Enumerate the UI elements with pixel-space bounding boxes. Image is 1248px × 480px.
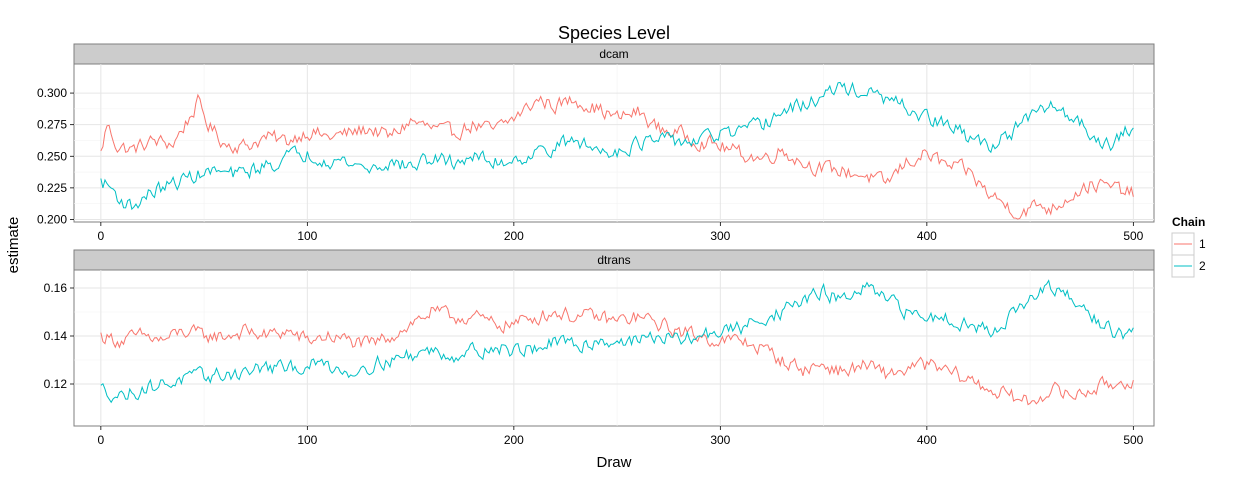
legend: Chain 12 — [1171, 215, 1206, 278]
x-tick-label: 300 — [710, 229, 730, 243]
series-line-chain-2-dtrans — [100, 279, 1134, 404]
y-axis-dcam: 0.200 0.225 0.250 0.275 0.300 — [37, 86, 74, 226]
y-axis-title: estimate — [5, 217, 22, 274]
x-tick-label: 200 — [504, 433, 524, 447]
x-tick-label: 400 — [917, 229, 937, 243]
x-tick-label: 500 — [1123, 229, 1143, 243]
y-tick-label: 0.12 — [44, 377, 68, 391]
x-tick-label: 200 — [504, 229, 524, 243]
series-line-chain-1-dtrans — [100, 304, 1134, 406]
legend-title: Chain — [1172, 215, 1205, 229]
x-tick-label: 500 — [1123, 433, 1143, 447]
y-axis-dtrans: 0.12 0.14 0.16 — [44, 281, 74, 391]
chart-title: Species Level — [558, 23, 670, 43]
x-tick-label: 100 — [297, 433, 317, 447]
x-axis-dtrans: 0 100 200 300 400 500 — [98, 426, 1144, 447]
y-tick-label: 0.200 — [37, 212, 67, 226]
legend-items: 12 — [1171, 232, 1206, 278]
x-axis-title: Draw — [596, 454, 631, 471]
legend-label: 1 — [1199, 237, 1206, 251]
series-line-chain-2-dcam — [100, 81, 1134, 211]
x-tick-label: 0 — [98, 433, 105, 447]
series-group-dtrans — [100, 279, 1134, 406]
y-tick-label: 0.275 — [37, 118, 67, 132]
series-line-chain-1-dcam — [100, 93, 1134, 220]
gridlines-dtrans — [74, 270, 1154, 426]
y-tick-label: 0.250 — [37, 149, 67, 163]
facet-strip-label-dtrans: dtrans — [597, 253, 630, 267]
x-axis-dcam: 0 100 200 300 400 500 — [98, 222, 1144, 243]
y-tick-label: 0.16 — [44, 281, 68, 295]
facet-dcam: dcam 0.200 0.225 0.250 0.275 0.300 0 100 200 30… — [37, 43, 1155, 243]
series-group-dcam — [100, 81, 1134, 220]
x-tick-label: 100 — [297, 229, 317, 243]
y-tick-label: 0.225 — [37, 181, 67, 195]
facet-dtrans: dtrans 0.12 0.14 0.16 0 100 200 300 400 500 — [44, 249, 1155, 447]
x-tick-label: 300 — [710, 433, 730, 447]
facet-strip-label-dcam: dcam — [599, 47, 628, 61]
x-tick-label: 0 — [98, 229, 105, 243]
legend-label: 2 — [1199, 259, 1206, 273]
y-tick-label: 0.300 — [37, 86, 67, 100]
x-tick-label: 400 — [917, 433, 937, 447]
plot-panel-dcam — [73, 63, 1155, 223]
gridlines-dcam — [74, 64, 1154, 222]
y-tick-label: 0.14 — [44, 329, 68, 343]
plot-panel-dtrans — [73, 269, 1155, 427]
